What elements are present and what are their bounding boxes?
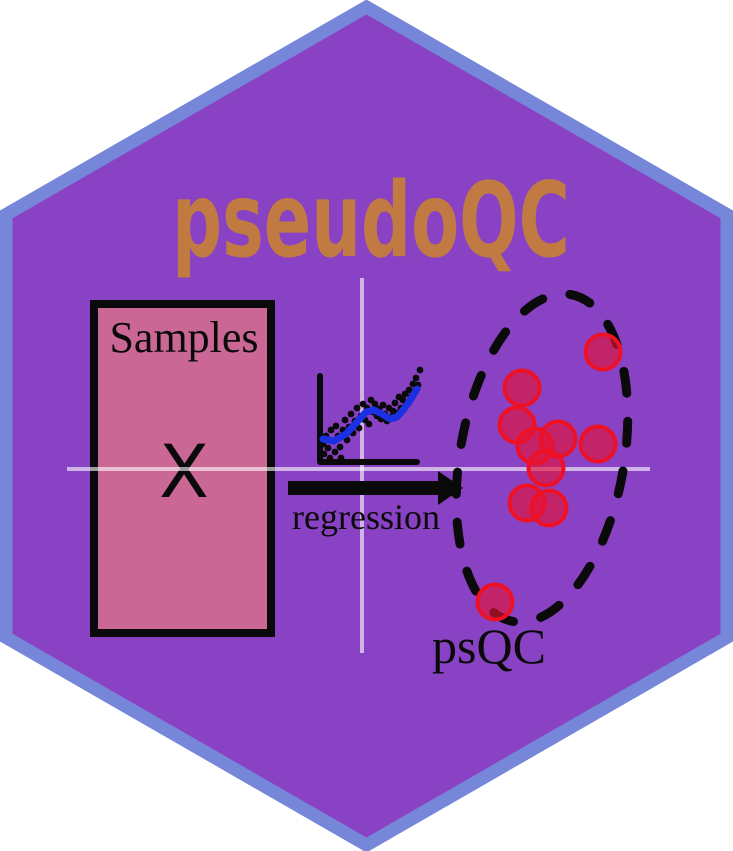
- scatter-point: [332, 422, 340, 430]
- mini-chart-axes: [317, 373, 420, 465]
- arrow-right-icon: [288, 471, 463, 505]
- mini-regression-chart: [317, 366, 424, 465]
- fit-curve-line: [319, 385, 421, 445]
- scatter-point: [405, 386, 413, 394]
- scatter-point: [324, 444, 332, 452]
- psqc-dot: [475, 582, 515, 622]
- psqc-dot: [578, 424, 618, 464]
- psqc-dot: [502, 368, 542, 408]
- scatter-point: [379, 401, 387, 409]
- scatter-point: [331, 448, 339, 456]
- scatter-point: [391, 399, 399, 407]
- psqc-dot: [526, 448, 566, 488]
- samples-label: Samples: [109, 313, 258, 362]
- cluster-label: psQC: [432, 618, 546, 674]
- scatter-point: [416, 366, 424, 374]
- psqc-dot: [529, 488, 569, 528]
- psqc-dots: [475, 332, 623, 622]
- scatter-point: [371, 400, 379, 408]
- scatter-point: [412, 374, 420, 382]
- package-title: pseudoQC: [172, 161, 570, 281]
- cluster-ellipse: [451, 289, 633, 627]
- scatter-point: [326, 454, 334, 462]
- scatter-point: [353, 404, 361, 412]
- scatter-point: [337, 454, 345, 462]
- scatter-point: [341, 416, 349, 424]
- scatter-point: [336, 443, 344, 451]
- arrow-label: regression: [292, 497, 440, 537]
- scatter-point: [327, 426, 335, 434]
- scatter-point: [365, 420, 373, 428]
- scatter-point: [347, 410, 355, 418]
- psqc-dot: [583, 332, 623, 372]
- samples-matrix-symbol: X: [159, 430, 209, 515]
- regression-arrow: regression: [288, 471, 463, 537]
- scatter-point: [320, 450, 328, 458]
